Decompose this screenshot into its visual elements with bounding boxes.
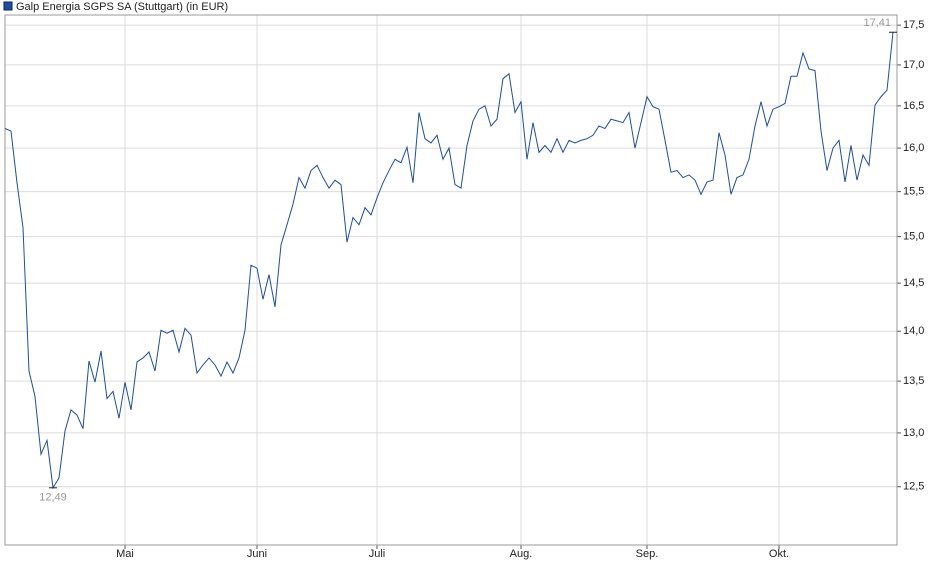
x-tick-label: Sep. [636,548,659,560]
y-tick-label: 17,0 [903,59,924,71]
x-tick-label: Mai [116,548,134,560]
y-tick-label: 15,5 [903,186,924,198]
y-tick-label: 14,0 [903,325,924,337]
y-tick-label: 17,5 [903,19,924,31]
x-tick-label: Juni [247,548,267,560]
legend-swatch [3,1,13,11]
legend-label: Galp Energia SGPS SA (Stuttgart) (in EUR… [16,1,228,13]
x-tick-label: Aug. [510,548,533,560]
x-tick-label: Juli [369,548,386,560]
y-tick-label: 13,0 [903,427,924,439]
y-tick-label: 12,5 [903,481,924,493]
x-tick-label: Okt. [769,548,789,560]
plot-frame [4,14,898,546]
y-tick-label: 15,0 [903,231,924,243]
y-tick-label: 14,5 [903,277,924,289]
y-tick-label: 16,5 [903,100,924,112]
y-tick-label: 16,0 [903,142,924,154]
extreme-label: 12,49 [39,492,67,504]
extreme-label: 17,41 [863,17,891,29]
price-line [4,32,894,490]
y-tick-label: 13,5 [903,375,924,387]
